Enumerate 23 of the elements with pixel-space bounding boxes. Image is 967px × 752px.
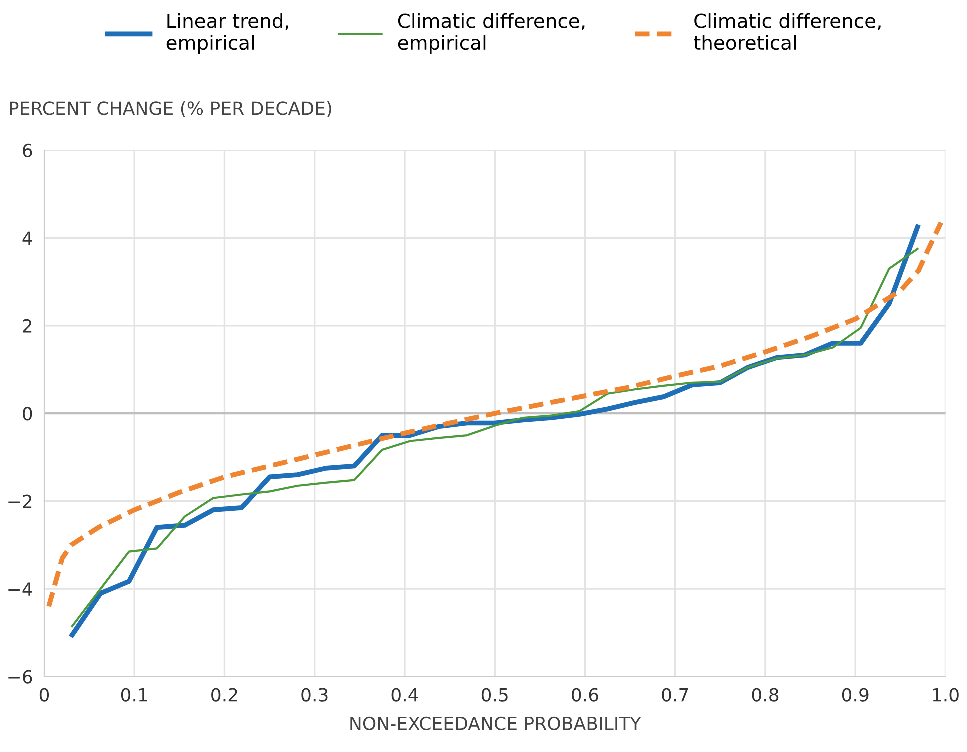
y-tick-label: 6 <box>23 144 32 158</box>
x-tick-label: 0.4 <box>392 688 418 702</box>
y-tick-label: −6 <box>8 670 32 684</box>
x-tick-label: 0.5 <box>482 688 508 702</box>
x-tick-label: 0.2 <box>212 688 238 702</box>
x-tick-label: 0.1 <box>121 688 148 702</box>
x-tick-label: 0.6 <box>572 688 598 702</box>
legend-label: Linear trend, empirical <box>166 13 289 54</box>
y-axis-title: PERCENT CHANGE (% PER DECADE) <box>10 101 332 118</box>
y-tick-label: 2 <box>23 319 32 333</box>
y-tick-label: 0 <box>23 407 32 421</box>
y-tick-label: 4 <box>22 232 32 245</box>
x-tick-label: 0.9 <box>842 688 869 702</box>
legend-label: Climatic difference, theoretical <box>694 13 881 50</box>
x-tick-label: 0.8 <box>752 688 779 702</box>
x-tick-label: 0 <box>40 688 50 702</box>
x-tick-label: 1.0 <box>933 688 959 702</box>
y-tick-label: −2 <box>8 494 32 508</box>
x-tick-label: 0.3 <box>302 688 328 702</box>
y-tick-label: −4 <box>8 582 32 596</box>
legend-label: Climatic difference, empirical <box>398 13 585 54</box>
x-axis-title: NON-EXCEEDANCE PROBABILITY <box>350 716 642 730</box>
x-tick-label: 0.7 <box>662 688 688 702</box>
